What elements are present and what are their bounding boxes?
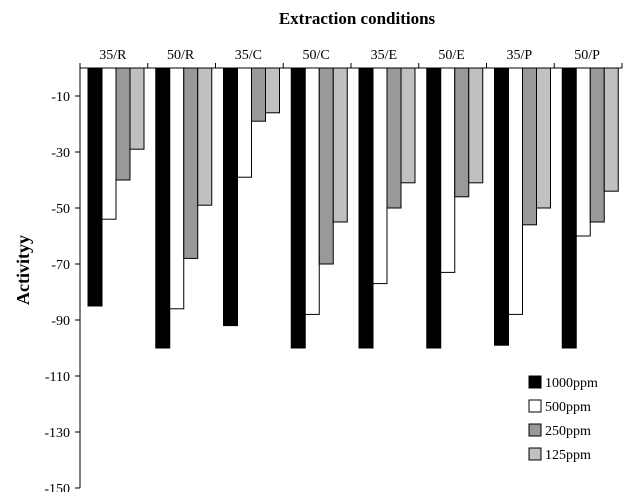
y-tick-label: -70 xyxy=(51,258,70,273)
x-tick-label: 35/R xyxy=(99,48,127,63)
bar-250ppm-35-C xyxy=(251,67,266,122)
plot-area: 35/R 50/R 35/C 50/C 35/E 50/E 35/P 50/P -10 -30 -5… xyxy=(44,48,623,497)
x-tick-label: 50/E xyxy=(438,48,464,63)
bar-125ppm-50-E xyxy=(468,67,484,184)
legend-swatch-125ppm xyxy=(528,447,542,461)
bar-1000ppm-35-P xyxy=(494,67,509,346)
y-tick-label: -110 xyxy=(45,370,70,385)
bar-250ppm-50-P xyxy=(589,67,605,223)
bar-1000ppm-50-P xyxy=(561,67,577,349)
bar-250ppm-35-E xyxy=(386,67,402,209)
x-tick-label: 35/P xyxy=(507,48,533,63)
bar-1000ppm-35-C xyxy=(223,67,238,327)
legend-label-500ppm: 500ppm xyxy=(545,400,591,415)
legend-label-125ppm: 125ppm xyxy=(545,448,591,463)
y-axis-label: Activityy xyxy=(13,235,33,305)
x-tick-label: 35/C xyxy=(235,48,262,63)
bar-125ppm-35-P xyxy=(536,67,551,209)
bar-125ppm-50-C xyxy=(332,67,348,223)
bar-1000ppm-35-R xyxy=(87,67,103,307)
bar-500ppm-50-P xyxy=(575,67,591,237)
y-tick-label: -130 xyxy=(44,426,70,441)
bar-125ppm-35-E xyxy=(400,67,416,184)
legend-swatch-1000ppm xyxy=(528,375,542,389)
x-tick-label: 50/R xyxy=(167,48,195,63)
legend-swatch-250ppm xyxy=(528,423,542,437)
legend-swatch-500ppm xyxy=(528,399,542,413)
bar-250ppm-35-R xyxy=(115,67,131,181)
x-tick-label: 50/C xyxy=(303,48,330,63)
bar-500ppm-50-E xyxy=(440,67,456,273)
x-tick-label: 50/P xyxy=(574,48,600,63)
bar-500ppm-35-R xyxy=(101,67,117,220)
bar-250ppm-50-R xyxy=(183,67,199,259)
bar-500ppm-50-R xyxy=(169,67,185,310)
y-tick-label: -90 xyxy=(51,314,70,329)
bar-125ppm-50-P xyxy=(603,67,619,192)
y-tick-label: -150 xyxy=(44,482,70,492)
bar-250ppm-50-C xyxy=(318,67,334,265)
bar-125ppm-50-R xyxy=(197,67,213,206)
bar-250ppm-35-P xyxy=(522,67,537,226)
legend-label-250ppm: 250ppm xyxy=(545,424,591,439)
y-tick-label: -10 xyxy=(51,90,70,105)
bar-1000ppm-50-C xyxy=(290,67,306,349)
y-tick-label: -50 xyxy=(51,202,70,217)
x-tick-label: 35/E xyxy=(371,48,397,63)
bar-500ppm-35-E xyxy=(372,67,388,285)
bar-1000ppm-50-R xyxy=(155,67,171,349)
bar-500ppm-35-C xyxy=(237,67,252,178)
chart-title: Extraction conditions xyxy=(279,9,436,28)
bar-1000ppm-35-E xyxy=(358,67,374,349)
bar-1000ppm-50-E xyxy=(426,67,442,349)
bar-125ppm-35-C xyxy=(265,67,280,114)
legend-label-1000ppm: 1000ppm xyxy=(545,376,598,391)
bar-125ppm-35-R xyxy=(129,67,145,150)
bar-500ppm-50-C xyxy=(304,67,320,315)
y-tick-label: -30 xyxy=(51,146,70,161)
bar-500ppm-35-P xyxy=(508,67,523,315)
bar-250ppm-50-E xyxy=(454,67,470,198)
